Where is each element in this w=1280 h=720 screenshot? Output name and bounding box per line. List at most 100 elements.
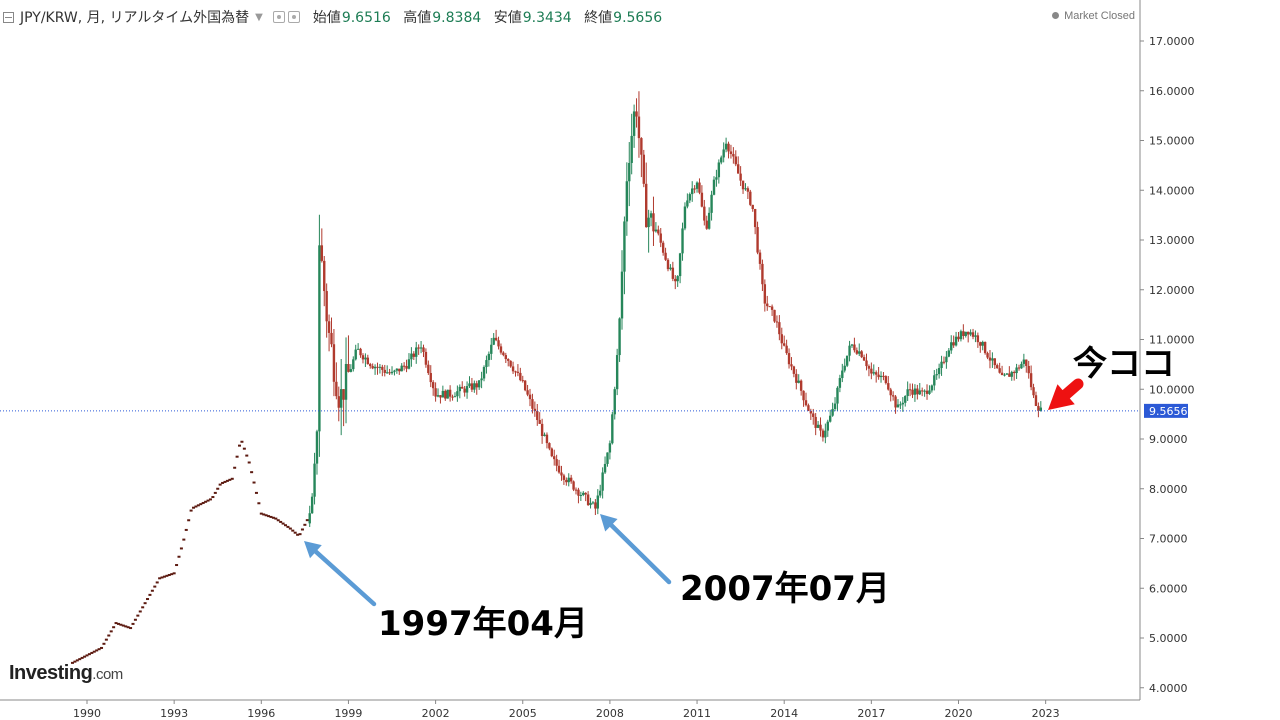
candle — [201, 501, 205, 504]
candle — [780, 334, 783, 344]
candle — [574, 489, 578, 491]
candle — [737, 164, 740, 174]
annotation-1997-04: 1997年04月 — [378, 604, 588, 644]
current-price-tag: 9.5656 — [1144, 403, 1188, 418]
candle — [916, 388, 919, 395]
candle — [657, 229, 660, 234]
candle — [957, 336, 960, 340]
candle — [240, 440, 244, 443]
candle — [925, 390, 929, 394]
candle — [461, 386, 464, 389]
candle — [349, 369, 353, 372]
market-status-text: Market Closed — [1064, 10, 1135, 22]
candle — [1017, 367, 1021, 369]
candle — [841, 370, 844, 379]
candle — [1039, 407, 1043, 411]
collapse-icon[interactable] — [3, 11, 14, 23]
candle — [451, 396, 454, 398]
candle — [698, 182, 701, 193]
candle — [962, 331, 965, 336]
candle — [1029, 373, 1033, 388]
x-tick-label: 2008 — [596, 707, 624, 720]
candle — [887, 383, 890, 390]
candle — [104, 638, 108, 641]
candle — [468, 383, 471, 387]
y-tick-label: 4.0000 — [1149, 682, 1188, 695]
candle — [516, 371, 520, 373]
candle — [402, 365, 406, 367]
close-value: 9.5656 — [613, 10, 663, 26]
candle — [993, 358, 997, 366]
candle — [323, 260, 326, 292]
candle — [352, 359, 355, 370]
candle — [615, 355, 619, 390]
price-tag-background — [1144, 403, 1188, 418]
candle — [398, 368, 401, 372]
candle — [603, 463, 607, 473]
candle — [996, 365, 999, 369]
candle — [753, 209, 757, 228]
candle — [354, 349, 357, 360]
candle — [511, 366, 515, 372]
candle — [315, 431, 319, 464]
candle — [528, 394, 532, 400]
candle — [477, 380, 481, 388]
candle — [228, 478, 232, 481]
candle — [674, 278, 677, 282]
candle — [310, 496, 314, 514]
candle — [758, 252, 762, 264]
candle — [233, 466, 237, 469]
x-tick-label: 2005 — [509, 707, 537, 720]
candle — [150, 589, 154, 592]
candle — [797, 380, 800, 383]
candle — [165, 574, 169, 577]
candle — [487, 353, 491, 361]
candle — [908, 389, 912, 391]
candle — [332, 344, 336, 382]
y-tick-label: 15.0000 — [1149, 135, 1195, 148]
candle — [422, 347, 425, 352]
gear-icon[interactable] — [287, 11, 300, 23]
candle — [923, 390, 926, 392]
candle — [906, 389, 909, 397]
candle — [100, 646, 104, 649]
candle — [778, 322, 781, 335]
candle — [732, 153, 735, 157]
arrow-shaft — [313, 549, 377, 607]
candle — [453, 396, 457, 398]
candle — [429, 373, 432, 383]
candle — [877, 374, 880, 378]
candle — [642, 154, 645, 184]
instrument-title[interactable]: JPY/KRW, 月, リアルタイム外国為替 — [20, 10, 250, 26]
candle — [920, 390, 924, 392]
candle — [208, 498, 212, 501]
candle — [935, 374, 938, 376]
candle — [831, 408, 834, 416]
candle — [879, 375, 883, 378]
candle — [783, 343, 786, 346]
candle — [434, 388, 437, 397]
candle — [661, 242, 665, 253]
candle — [189, 509, 193, 512]
candle — [664, 252, 667, 260]
candle — [625, 181, 629, 222]
candle — [242, 447, 246, 450]
candle — [369, 364, 372, 367]
candle — [497, 340, 500, 347]
x-tick-label: 2014 — [770, 707, 798, 720]
candle — [204, 500, 208, 503]
candle — [170, 573, 174, 576]
candle — [676, 276, 679, 282]
candle — [141, 606, 145, 609]
candle — [131, 622, 135, 625]
x-tick-label: 1996 — [247, 707, 275, 720]
low-value: 9.3434 — [522, 10, 572, 26]
candle — [601, 472, 604, 491]
eye-icon[interactable] — [272, 11, 285, 23]
candle — [213, 491, 217, 494]
candle — [538, 420, 541, 424]
chevron-down-icon[interactable]: ▼ — [255, 11, 263, 23]
open-value: 9.6516 — [341, 10, 391, 26]
candle — [276, 519, 280, 522]
